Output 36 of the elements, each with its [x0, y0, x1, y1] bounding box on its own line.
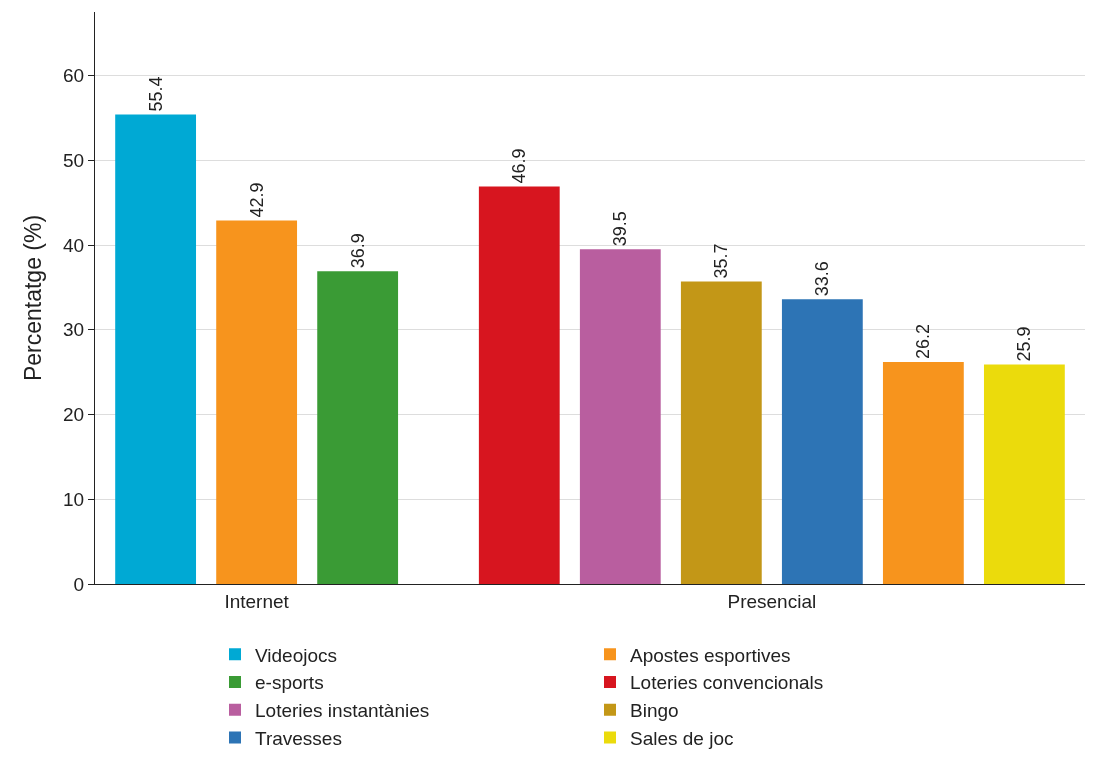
legend-label: Apostes esportives — [630, 644, 791, 666]
y-tick-label: 50 — [63, 149, 85, 171]
bar — [579, 249, 661, 584]
bar — [216, 220, 298, 584]
bar — [317, 271, 399, 584]
bar — [680, 281, 762, 584]
data-label: 39.5 — [610, 211, 631, 247]
legend-label: Loteries instantànies — [255, 700, 430, 722]
y-tick-label: 30 — [63, 319, 85, 341]
legend-label: Sales de joc — [630, 727, 734, 749]
data-label: 36.9 — [347, 233, 368, 269]
bar — [115, 114, 197, 584]
legend-label: e-sports — [255, 672, 324, 694]
y-tick-label: 60 — [63, 65, 85, 87]
legend-label: Travesses — [255, 727, 342, 749]
legend-label: Videojocs — [255, 644, 338, 666]
bar — [781, 299, 863, 584]
y-tick-label: 20 — [63, 404, 85, 426]
bar — [882, 361, 964, 584]
legend-label: Bingo — [630, 700, 679, 722]
legend-label: Loteries convencionals — [630, 672, 824, 694]
x-tick-label: Internet — [224, 590, 290, 612]
y-tick-label: 0 — [73, 573, 85, 595]
data-label: 55.4 — [145, 76, 166, 112]
x-tick-label: Presencial — [727, 590, 817, 612]
y-tick-label: 10 — [63, 488, 85, 510]
data-label: 33.6 — [812, 261, 833, 297]
data-label: 42.9 — [246, 182, 267, 218]
bar — [478, 186, 560, 584]
y-tick-label: 40 — [63, 234, 85, 256]
data-label: 35.7 — [711, 243, 732, 279]
data-label: 25.9 — [1014, 326, 1035, 362]
data-label: 46.9 — [509, 148, 530, 184]
data-label: 26.2 — [913, 323, 934, 359]
y-axis-title: Percentatge (%) — [19, 214, 46, 382]
bar — [983, 364, 1065, 584]
